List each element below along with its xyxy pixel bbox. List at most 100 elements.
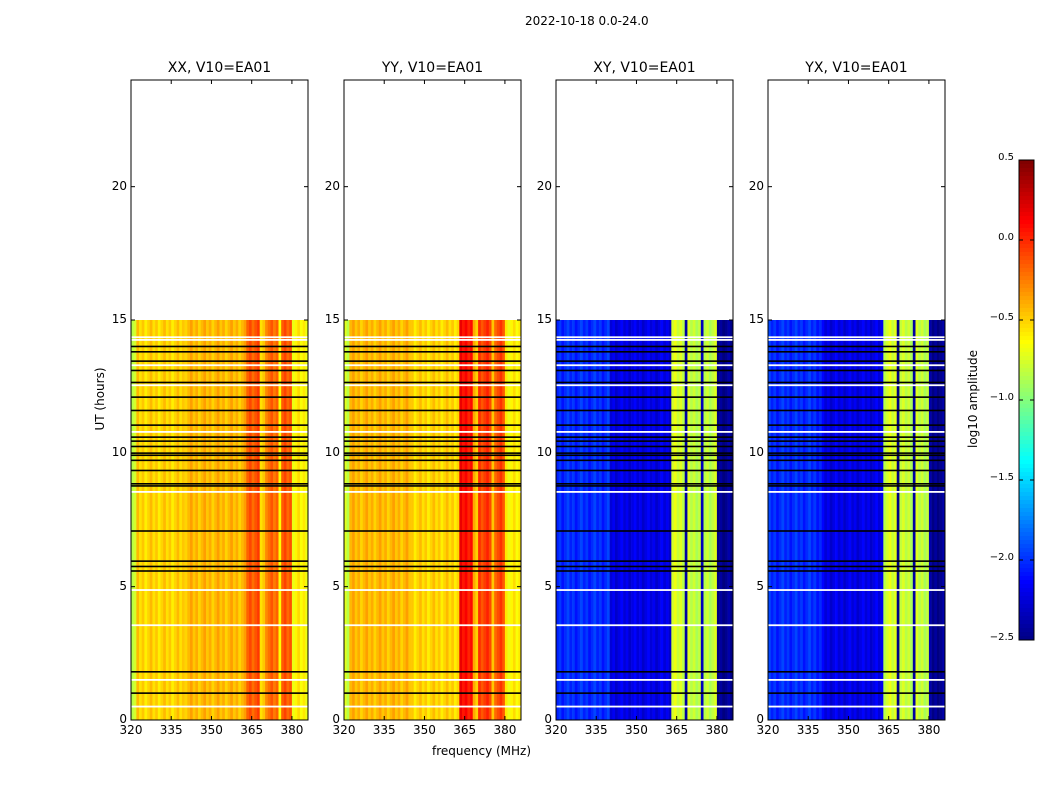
heatmap-cell [912, 320, 916, 720]
heatmap-cell [416, 320, 420, 720]
heatmap-cell [360, 320, 364, 720]
flagged-row-black [556, 469, 733, 472]
heatmap-cell [472, 320, 476, 720]
colorbar-tick-label: −2.0 [989, 552, 1014, 563]
heatmap-cell [590, 320, 594, 720]
y-tick-label: 0 [332, 712, 340, 726]
heatmap-cell [281, 320, 285, 720]
heatmap-cell [200, 320, 204, 720]
colorbar-segment [1019, 180, 1034, 185]
x-tick-label: 380 [917, 723, 941, 737]
y-tick-label: 10 [111, 445, 127, 460]
flagged-row-black [344, 440, 521, 442]
colorbar-segment [1019, 536, 1034, 541]
flagged-row-white [344, 705, 521, 708]
heatmap-cell [286, 320, 290, 720]
heatmap-cell [405, 320, 409, 720]
colorbar-segment [1019, 300, 1034, 305]
heatmap-cell [776, 320, 780, 720]
colorbar-segment [1019, 352, 1034, 357]
heatmap-cell [453, 320, 457, 720]
colorbar-segment [1019, 392, 1034, 397]
heatmap-cell [641, 320, 645, 720]
colorbar-label: log10 amplitude [966, 350, 980, 449]
flagged-row-black [768, 436, 945, 438]
colorbar-segment [1019, 160, 1034, 165]
flagged-row-white [768, 336, 945, 339]
panel-title: YX, V10=EA01 [805, 60, 908, 76]
heatmap-cell [939, 320, 943, 720]
flagged-row-black [344, 485, 521, 487]
colorbar-segment [1019, 216, 1034, 221]
heatmap-cell [168, 320, 172, 720]
y-tick-label: 20 [324, 178, 340, 193]
flagged-row-black [556, 445, 733, 448]
heatmap-cell [235, 320, 239, 720]
flagged-row-black [131, 454, 308, 457]
heatmap-cell [373, 320, 377, 720]
flagged-row-black [131, 360, 308, 362]
heatmap-cell [478, 320, 482, 720]
heatmap-cell [480, 320, 484, 720]
colorbar-segment [1019, 340, 1034, 345]
heatmap-cell [216, 320, 220, 720]
flagged-row-black [556, 436, 733, 438]
heatmap-cell [877, 320, 881, 720]
heatmap-cell [569, 320, 573, 720]
flagged-row-black [556, 440, 733, 442]
heatmap-cell [394, 320, 398, 720]
heatmap-cell [923, 320, 927, 720]
heatmap-cell [652, 320, 656, 720]
heatmap-cell [582, 320, 586, 720]
panel-title: XY, V10=EA01 [593, 60, 696, 76]
heatmap-cell [518, 320, 522, 720]
x-tick-label: 380 [493, 723, 517, 737]
colorbar-tick-label: 0.0 [998, 232, 1014, 243]
y-tick-label: 5 [119, 578, 127, 593]
heatmap-cell [157, 320, 161, 720]
colorbar-segment [1019, 276, 1034, 281]
colorbar-segment [1019, 396, 1034, 401]
heatmap-cell [165, 320, 169, 720]
heatmap-cell [254, 320, 258, 720]
flagged-row-black [556, 381, 733, 384]
heatmap-cell [818, 320, 822, 720]
y-tick-label: 5 [544, 578, 552, 593]
colorbar-segment [1019, 488, 1034, 493]
flagged-row-black [344, 530, 521, 532]
heatmap-cell [432, 320, 436, 720]
flagged-row-black [556, 360, 733, 362]
heatmap-cell [400, 320, 404, 720]
flagged-row-white [131, 679, 308, 681]
colorbar-segment [1019, 508, 1034, 513]
colorbar-segment [1019, 540, 1034, 545]
y-tick-label: 0 [119, 712, 127, 726]
flagged-row-black [344, 345, 521, 348]
colorbar-segment [1019, 172, 1034, 177]
flagged-row-white [768, 364, 945, 367]
heatmap-cell [556, 320, 559, 720]
colorbar-segment [1019, 364, 1034, 369]
x-tick-label: 335 [372, 723, 396, 737]
flagged-row-white [556, 339, 733, 341]
flagged-row-black [768, 483, 945, 485]
colorbar-segment [1019, 212, 1034, 217]
colorbar-tick-label: 0.5 [998, 152, 1014, 163]
flagged-row-black [556, 485, 733, 487]
heatmap-cell [781, 320, 785, 720]
flagged-row-black [556, 459, 733, 462]
heatmap-cell [711, 320, 715, 720]
colorbar-segment [1019, 620, 1034, 625]
flagged-row-black [131, 485, 308, 487]
flagged-row-black [344, 570, 521, 572]
flagged-row-black [768, 345, 945, 348]
flagged-row-white [131, 336, 308, 339]
flagged-row-black [768, 440, 945, 442]
heatmap-cell [488, 320, 492, 720]
flagged-row-black [344, 469, 521, 472]
colorbar-segment [1019, 512, 1034, 517]
flagged-row-black [556, 671, 733, 673]
colorbar-segment [1019, 164, 1034, 169]
heatmap-cell [880, 320, 884, 720]
